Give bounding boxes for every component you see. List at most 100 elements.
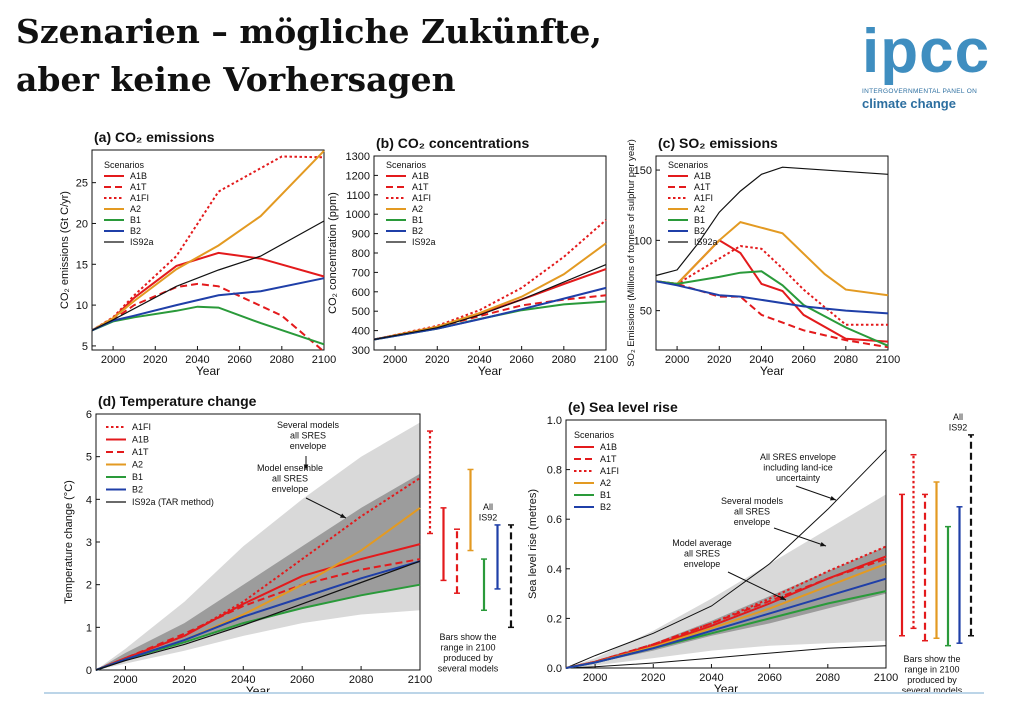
legend-label-a1b-d: A1B [132, 435, 149, 445]
series-line-b2-d [95, 560, 421, 671]
x-tick-label-a: 2000 [101, 354, 125, 366]
x-tick-label-d: 2020 [172, 674, 196, 686]
x-tick-label-c: 2040 [749, 354, 773, 366]
y-tick-label-a: 15 [76, 259, 88, 271]
series-line-b1-c [655, 270, 889, 347]
legend-label-b1-e: B1 [600, 490, 611, 500]
x-tick-label-c: 2020 [707, 354, 731, 366]
slide-title-line2: aber keine Vorhersagen [16, 60, 456, 99]
panel-b: (b) CO₂ concentrations 2000 2020 2040 2060 20… [327, 135, 618, 378]
x-axis-label-b: Year [478, 364, 502, 378]
annotation-several-models-e: Several models [721, 496, 784, 506]
legend-label-a1t-d: A1T [132, 447, 149, 457]
x-tick-label-b: 2000 [383, 354, 407, 366]
series-line-is92a-a [91, 220, 325, 331]
y-tick-label-b: 400 [352, 326, 370, 338]
plot-frame-c [655, 155, 889, 351]
ipcc-logo: ipcc INTERGOVERNMENTAL PANEL ON climate … [862, 17, 1002, 112]
legend-title-c: Scenarios [668, 160, 709, 170]
legend-label-a1fi-a: A1FI [130, 193, 149, 203]
logo-wordmark: ipcc [862, 17, 991, 86]
y-tick-label-d: 4 [86, 494, 92, 506]
y-tick-label-e: 1.0 [547, 415, 562, 427]
series-line-a1t-d [95, 558, 421, 671]
y-tick-label-e: 0.2 [547, 613, 562, 625]
y-tick-label-b: 300 [352, 345, 370, 357]
y-tick-label-b: 500 [352, 306, 370, 318]
series-line-b2-c [655, 280, 889, 315]
x-axis-label-d: Year [246, 684, 270, 692]
x-tick-label-b: 2040 [467, 354, 491, 366]
slide-title: Szenarien – mögliche Zukünfte, aber kein… [16, 8, 602, 104]
annotation-is92-e: IS92 [949, 423, 968, 433]
y-tick-label-b: 700 [352, 267, 370, 279]
series-line-b2-b [373, 286, 607, 341]
panel-title-a: (a) CO₂ emissions [94, 129, 215, 145]
series-line-a1fi-b [373, 219, 607, 341]
x-tick-label-e: 2040 [699, 672, 723, 684]
y-tick-label-c: 50 [640, 306, 652, 318]
legend-label-is92a-b: IS92a [412, 237, 436, 247]
annotation-bars-note-e: several models [902, 686, 963, 693]
series-line-is92a-tar-method-d [95, 560, 421, 671]
y-tick-label-b: 1300 [346, 151, 370, 163]
legend-label-a1b-c: A1B [694, 171, 711, 181]
logo-line1: INTERGOVERNMENTAL PANEL ON [862, 88, 978, 95]
legend-label-b2-e: B2 [600, 502, 611, 512]
annotation-model-ensemble-d: envelope [272, 484, 309, 494]
legend-label-a2-e: A2 [600, 478, 611, 488]
annotation-model-average-e: all SRES [684, 549, 720, 559]
slide-title-line1: Szenarien – mögliche Zukünfte, [16, 12, 602, 51]
panel-a: (a) CO₂ emissions 2000 2020 2040 2060 2080 210… [59, 129, 336, 378]
x-tick-label-c: 2060 [791, 354, 815, 366]
panel-title-d: (d) Temperature change [98, 393, 257, 409]
annotation-is92-d: All [483, 502, 493, 512]
x-tick-label-e: 2100 [874, 672, 898, 684]
x-tick-label-d: 2100 [408, 674, 432, 686]
y-tick-label-a: 5 [82, 341, 88, 353]
logo-line2: climate change [862, 96, 956, 111]
annotation-bars-note-d: range in 2100 [440, 643, 495, 653]
legend-label-a1b-b: A1B [412, 171, 429, 181]
annotation-arrow-land-ice-e-head [830, 495, 836, 501]
series-line-a1fi-e [565, 545, 887, 669]
legend-label-is92a-a: IS92a [130, 237, 154, 247]
y-tick-label-c: 100 [634, 235, 652, 247]
y-tick-label-e: 0.6 [547, 514, 562, 526]
x-axis-label-a: Year [196, 364, 220, 378]
annotation-arrow-several-models-d-head [303, 464, 309, 470]
series-line-a2-b [373, 242, 607, 341]
y-axis-label-e: Sea level rise (metres) [527, 489, 539, 599]
annotation-land-ice-e: uncertainty [776, 473, 821, 483]
annotation-arrow-model-ensemble-d-head [340, 513, 346, 518]
x-axis-label-c: Year [760, 364, 784, 378]
annotation-model-ensemble-d: all SRES [272, 474, 308, 484]
y-tick-label-c: 150 [634, 165, 652, 177]
legend-label-a2-b: A2 [412, 204, 423, 214]
y-tick-label-a: 20 [76, 218, 88, 230]
legend-label-b1-c: B1 [694, 215, 705, 225]
annotation-several-models-d: Several models [277, 420, 340, 430]
legend-title-b: Scenarios [386, 160, 427, 170]
annotation-bars-note-d: produced by [443, 653, 493, 663]
envelope-line-upper-e [565, 449, 887, 669]
annotation-arrow-land-ice-e [795, 485, 837, 501]
series-line-a1b-d [95, 543, 421, 671]
x-tick-label-a: 2020 [143, 354, 167, 366]
legend-label-a1t-a: A1T [130, 182, 147, 192]
annotation-several-models-d: all SRES [290, 431, 326, 441]
x-tick-label-e: 2020 [641, 672, 665, 684]
annotation-arrow-model-ensemble-d [305, 497, 347, 519]
footer-rule [44, 692, 984, 694]
y-tick-label-e: 0.0 [547, 663, 562, 675]
ipcc-scenario-figure: (a) CO₂ emissions 2000 2020 2040 2060 2080 210… [59, 129, 974, 693]
x-tick-label-b: 2080 [552, 354, 576, 366]
series-line-a2-c [655, 220, 889, 297]
plot-frame-e [565, 419, 887, 669]
series-line-a1t-b [373, 294, 607, 341]
annotation-several-models-d: envelope [290, 441, 327, 451]
annotation-bars-note-d: several models [438, 664, 499, 674]
annotation-several-models-e: envelope [734, 517, 771, 527]
panel-title-e: (e) Sea level rise [568, 399, 678, 415]
